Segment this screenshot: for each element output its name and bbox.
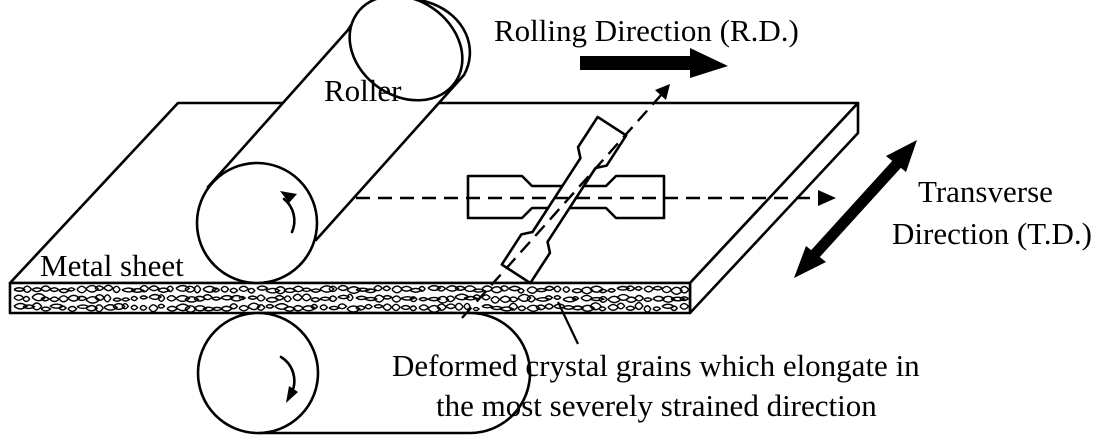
upper-roller [195,0,472,285]
grains-label-line1: Deformed crystal grains which elongate i… [392,348,920,383]
transverse-direction-arrow [794,140,917,278]
lower-roller-arrowhead [286,386,298,403]
metal-sheet-label: Metal sheet [40,248,184,283]
grains-leader-line [557,301,579,345]
roller-label: Roller [324,73,402,108]
rolling-direction-label: Rolling Direction (R.D.) [494,13,799,48]
rolling-dashed-line [461,93,663,319]
upper-roller-rotation-arrow [282,197,296,234]
crystal-grains-texture [13,284,690,313]
upper-roller-arrowhead [280,191,297,203]
rolling-dashed-arrowhead [655,84,670,100]
lower-roller [196,311,532,435]
lower-roller-rotation-arrow [279,355,296,394]
grains-label-line2: the most severely strained direction [436,388,877,423]
rolling-direction-arrow [580,48,728,78]
transverse-dashed-arrowhead [818,190,836,206]
transverse-label-line1: Transverse [918,174,1053,209]
transverse-label-line2: Direction (T.D.) [892,216,1092,251]
